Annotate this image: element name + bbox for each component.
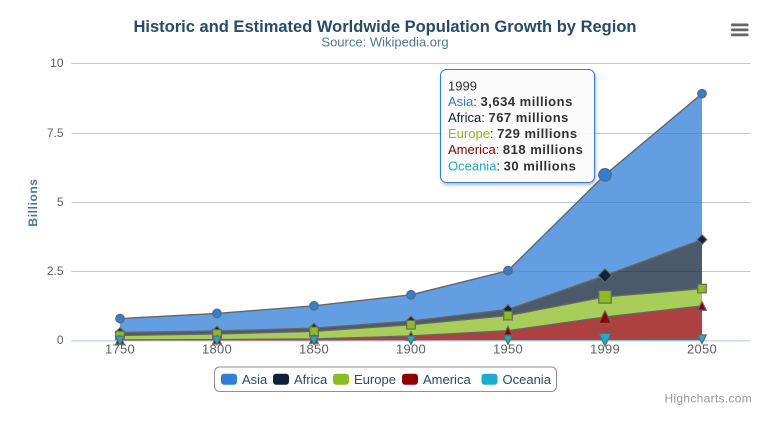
svg-text:5: 5 — [57, 195, 64, 209]
svg-text:Oceania: 30 millions: Oceania: 30 millions — [448, 158, 576, 173]
svg-text:1999: 1999 — [448, 78, 477, 93]
svg-text:Historic and Estimated Worldwi: Historic and Estimated Worldwide Populat… — [134, 18, 637, 36]
svg-text:1850: 1850 — [299, 342, 329, 357]
svg-text:Oceania: Oceania — [503, 372, 552, 387]
svg-text:7.5: 7.5 — [47, 126, 64, 140]
svg-text:0: 0 — [57, 333, 64, 347]
svg-text:1950: 1950 — [493, 342, 523, 357]
svg-text:10: 10 — [50, 56, 64, 70]
svg-text:1800: 1800 — [202, 342, 232, 357]
svg-text:Europe: 729 millions: Europe: 729 millions — [448, 126, 578, 141]
svg-text:2050: 2050 — [687, 342, 717, 357]
svg-text:Africa: 767 millions: Africa: 767 millions — [448, 110, 569, 125]
svg-text:Billions: Billions — [26, 178, 40, 226]
svg-text:America: 818 millions: America: 818 millions — [448, 142, 583, 157]
svg-text:1999: 1999 — [590, 342, 620, 357]
svg-text:Europe: Europe — [354, 372, 396, 387]
svg-text:1750: 1750 — [105, 342, 135, 357]
svg-text:Africa: Africa — [294, 372, 328, 387]
svg-text:Asia: Asia — [242, 372, 268, 387]
svg-text:1900: 1900 — [396, 342, 426, 357]
svg-text:Source: Wikipedia.org: Source: Wikipedia.org — [321, 35, 448, 50]
svg-text:America: America — [423, 372, 471, 387]
svg-text:2.5: 2.5 — [47, 264, 64, 278]
svg-text:Asia: 3,634 millions: Asia: 3,634 millions — [448, 94, 573, 109]
svg-text:Highcharts.com: Highcharts.com — [664, 392, 752, 406]
